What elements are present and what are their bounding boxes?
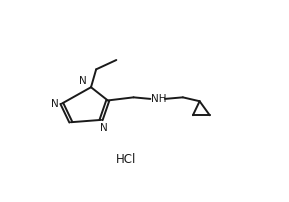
- Text: NH: NH: [151, 94, 167, 104]
- Text: HCl: HCl: [116, 153, 136, 166]
- Text: N: N: [100, 123, 108, 133]
- Text: N: N: [51, 99, 59, 108]
- Text: N: N: [79, 76, 87, 86]
